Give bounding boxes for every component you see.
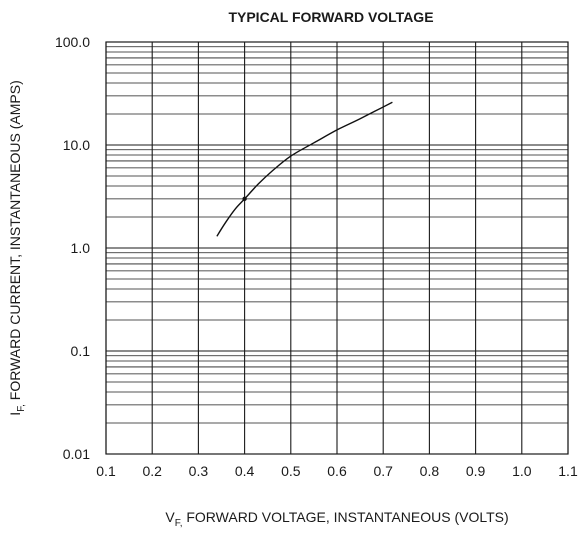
- x-tick-label: 0.2: [142, 463, 162, 479]
- y-tick-label: 0.1: [71, 343, 91, 359]
- x-axis-label: VF, FORWARD VOLTAGE, INSTANTANEOUS (VOLT…: [165, 509, 508, 529]
- x-tick-label: 0.7: [373, 463, 393, 479]
- x-tick-label: 0.6: [327, 463, 347, 479]
- x-tick-labels: 0.1 0.2 0.3 0.4 0.5 0.6 0.7 0.8 0.9 1.0 1.1: [96, 463, 578, 479]
- curve-marker: [242, 196, 247, 202]
- chart-title: TYPICAL FORWARD VOLTAGE: [228, 9, 433, 25]
- y-axis-label-subscript: F,: [16, 404, 27, 412]
- grid-layer: [105, 41, 569, 455]
- y-axis-label: IF, FORWARD CURRENT, INSTANTANEOUS (AMPS…: [7, 80, 27, 416]
- x-tick-label: 0.1: [96, 463, 116, 479]
- x-tick-label: 1.1: [558, 463, 578, 479]
- x-axis-label-text: FORWARD VOLTAGE, INSTANTANEOUS (VOLTS): [182, 509, 508, 525]
- plot-frame: [105, 41, 569, 455]
- x-tick-label: 0.3: [189, 463, 209, 479]
- x-tick-label: 0.5: [281, 463, 301, 479]
- y-tick-labels: 0.01 0.1 1.0 10.0 100.0: [55, 34, 90, 462]
- series-layer: [216, 101, 393, 237]
- y-tick-label: 0.01: [63, 446, 90, 462]
- y-axis-label-prefix: I: [7, 412, 23, 416]
- x-tick-label: 0.4: [235, 463, 255, 479]
- y-tick-label: 1.0: [71, 240, 91, 256]
- forward-voltage-curve: [216, 101, 393, 237]
- y-axis-label-text: FORWARD CURRENT, INSTANTANEOUS (AMPS): [7, 80, 23, 404]
- x-axis-label-subscript: F,: [175, 518, 183, 529]
- y-tick-label: 10.0: [63, 137, 90, 153]
- x-axis-label-prefix: V: [165, 509, 175, 525]
- y-tick-label: 100.0: [55, 34, 90, 50]
- x-tick-label: 0.8: [420, 463, 440, 479]
- x-tick-label: 1.0: [512, 463, 532, 479]
- x-tick-label: 0.9: [466, 463, 486, 479]
